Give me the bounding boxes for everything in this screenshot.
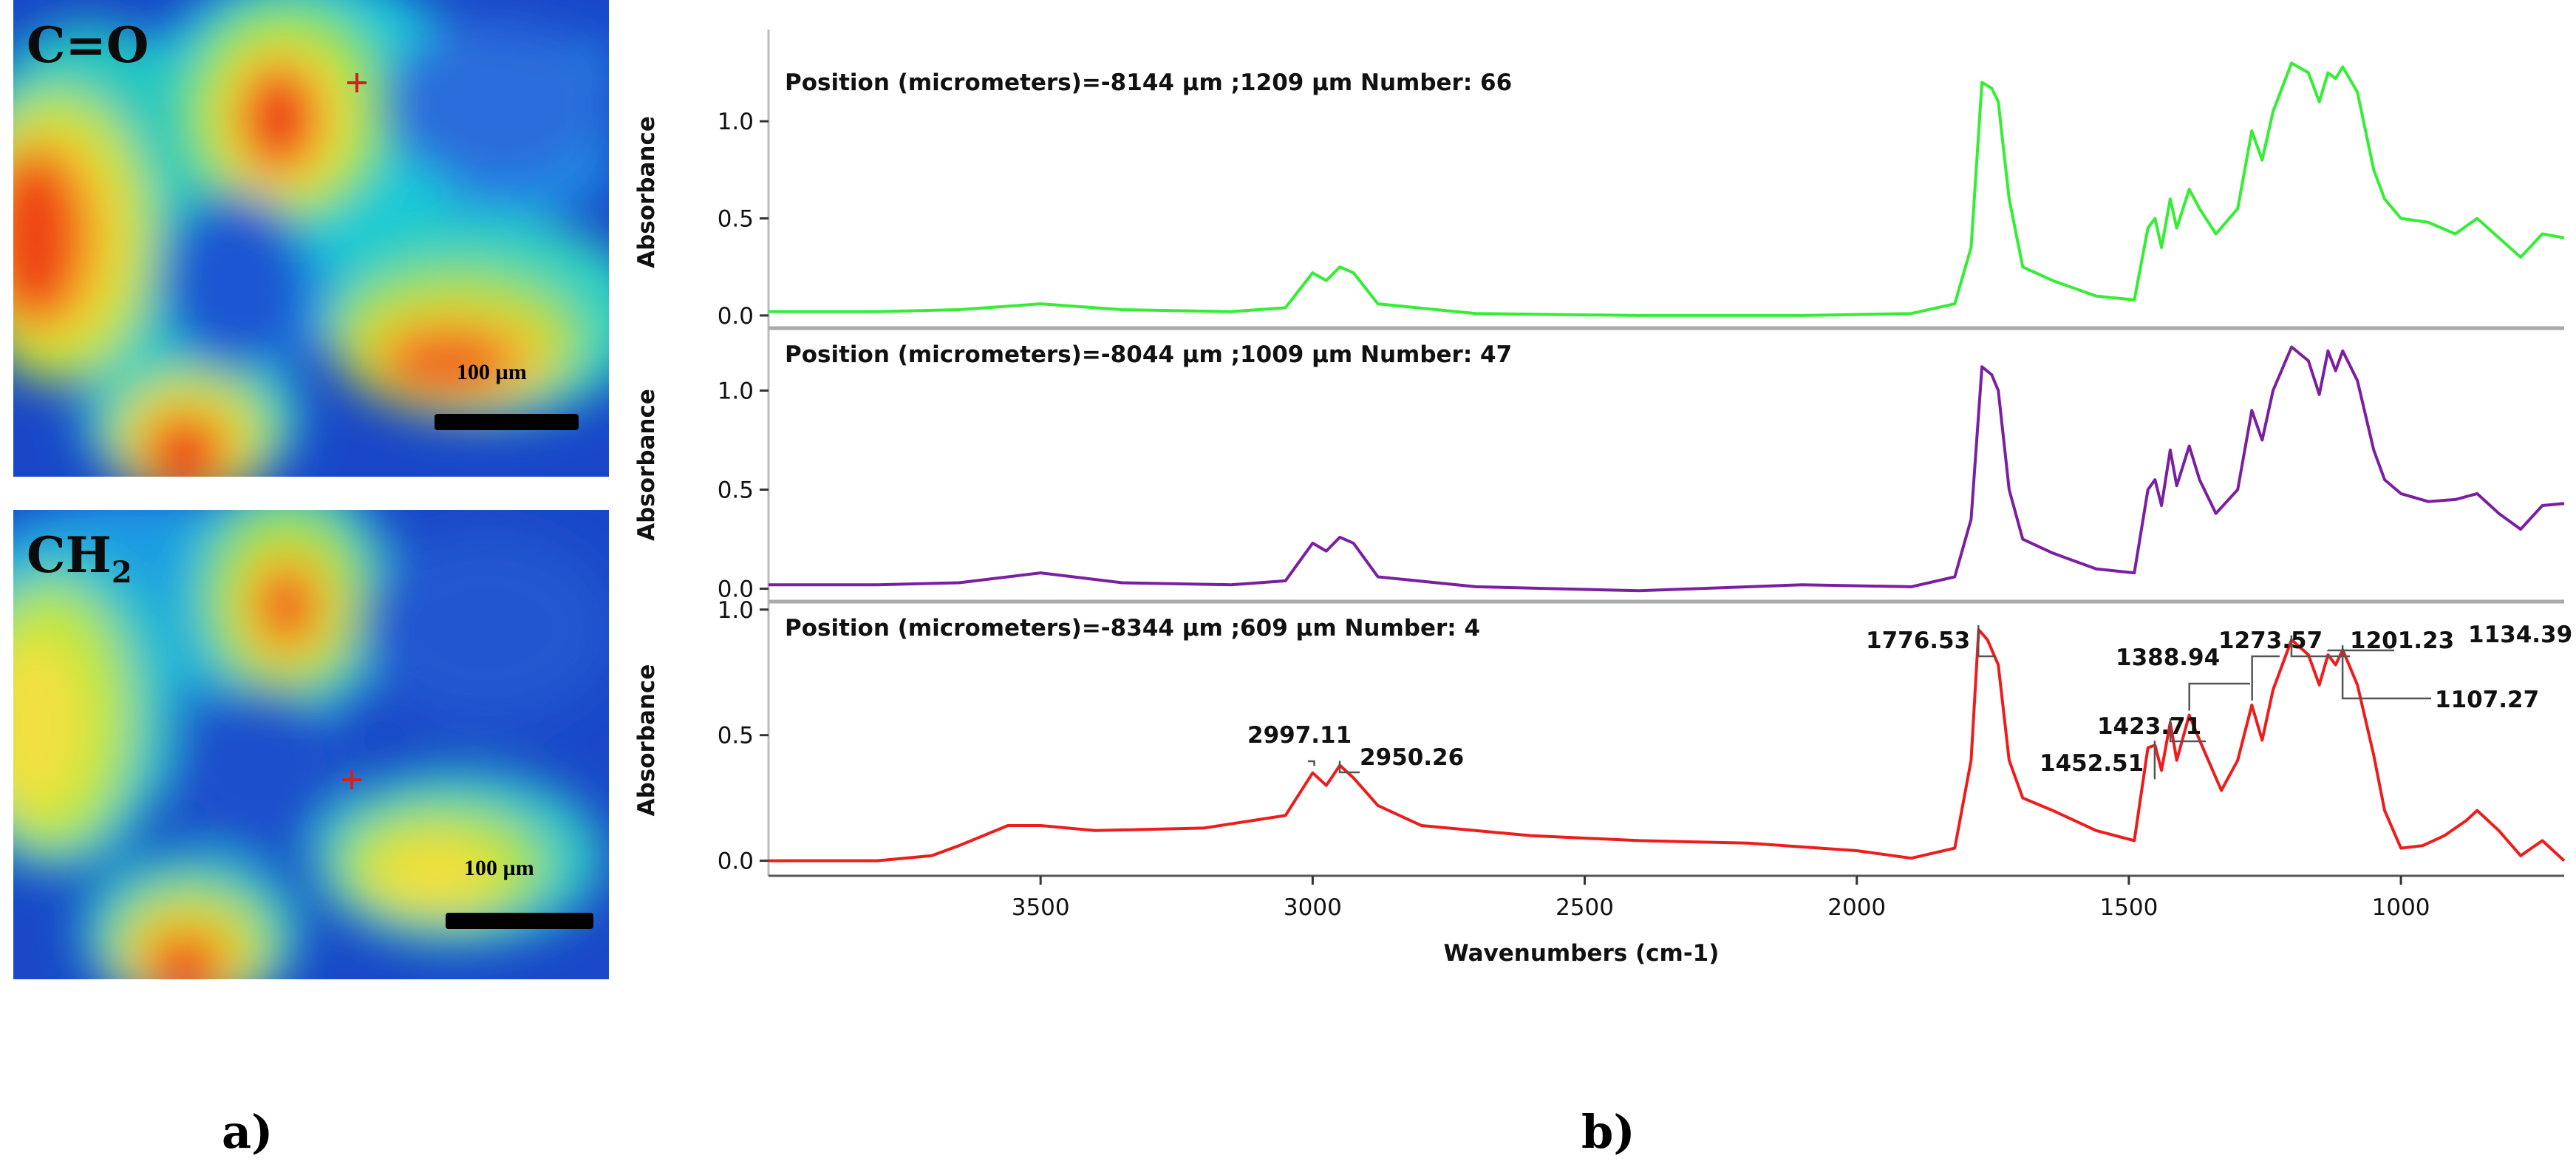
peak-label: 1134.39 [2468,622,2572,648]
y-axis-title: Absorbance [633,664,660,817]
peak-label: 1423.71 [2097,713,2201,740]
co-chemical-map: C=O 100 µm [13,0,609,477]
x-tick-label: 2500 [1556,894,1614,921]
chart-ticks: 3500 3000 2500 2000 1500 1000 0.0 0.5 1.0 Absorba… [633,109,2430,921]
spectrum-line-3 [769,628,2566,863]
peak-leader-line [2341,645,2431,700]
ch2-chemical-map: CH2 100 µm [13,510,609,979]
y-tick-label: 0.0 [718,303,754,330]
spectrum-position-label: Position (micrometers)=-8144 µm ;1209 µm… [785,69,1512,96]
x-tick-label: 1000 [2372,894,2430,921]
ch2-scale-bar [446,913,593,929]
ch2-scale-label: 100 µm [464,856,534,880]
y-axis-title: Absorbance [633,389,660,541]
y-tick-label: 1.0 [718,109,754,135]
y-tick-label: 1.0 [718,597,754,624]
spectrum-position-label: Position (micrometers)=-8344 µm ;609 µm … [785,615,1480,642]
y-axis-title: Absorbance [633,116,660,268]
x-tick-label: 3500 [1012,894,1070,921]
spectrum-line-1 [769,61,2565,317]
x-tick-label: 1500 [2099,894,2158,921]
chart-frame [767,30,2564,877]
peak-label: 1388.94 [2116,644,2220,671]
peak-leader-line [2251,655,2280,701]
spectrum-line-2 [769,345,2565,593]
peak-label: 1107.27 [2435,687,2539,713]
co-scale-bar [435,414,579,430]
peak-leader-line [2188,682,2250,711]
ch2-heatmap-image [13,510,609,979]
peak-leader-line [2169,718,2206,743]
peak-leader-line [2290,635,2350,658]
panel-a-label: a) [222,1105,273,1159]
y-tick-label: 0.5 [718,205,754,232]
peak-leader-line [1977,625,1995,658]
x-tick-label: 2000 [1827,894,1886,921]
position-marker-icon [342,770,361,789]
peak-label: 1776.53 [1866,627,1970,654]
y-tick-label: 1.0 [718,378,754,404]
panel-b-label: b) [1581,1105,1635,1159]
peak-annotations: 2997.11 2950.26 1776.53 1452.51 1423.71 1388.… [1247,622,2572,780]
y-tick-label: 0.0 [718,576,754,603]
peak-leader-line [2153,741,2156,780]
peak-label: 2950.26 [1360,744,1464,771]
position-marker-icon [347,73,367,92]
y-tick-label: 0.5 [718,477,754,504]
co-heatmap-image [13,0,609,477]
x-tick-label: 3000 [1284,894,1342,921]
co-map-label: C=O [27,16,149,74]
spectra-series: Position (micrometers)=-8144 µm ;1209 µm… [769,61,2566,863]
y-tick-label: 0.5 [718,723,754,749]
peak-label: 2997.11 [1247,722,1352,749]
peak-label: 1452.51 [2040,750,2144,777]
co-scale-label: 100 µm [457,360,527,384]
peak-leader-line [1338,761,1360,774]
spectrum-position-label: Position (micrometers)=-8044 µm ;1009 µm… [785,341,1512,368]
x-axis-title: Wavenumbers (cm-1) [1444,940,1720,967]
peak-leader-line [1308,760,1315,766]
ch2-map-label: CH2 [27,526,132,591]
peak-label: 1273.57 [2218,627,2323,654]
y-tick-label: 0.0 [718,848,754,875]
